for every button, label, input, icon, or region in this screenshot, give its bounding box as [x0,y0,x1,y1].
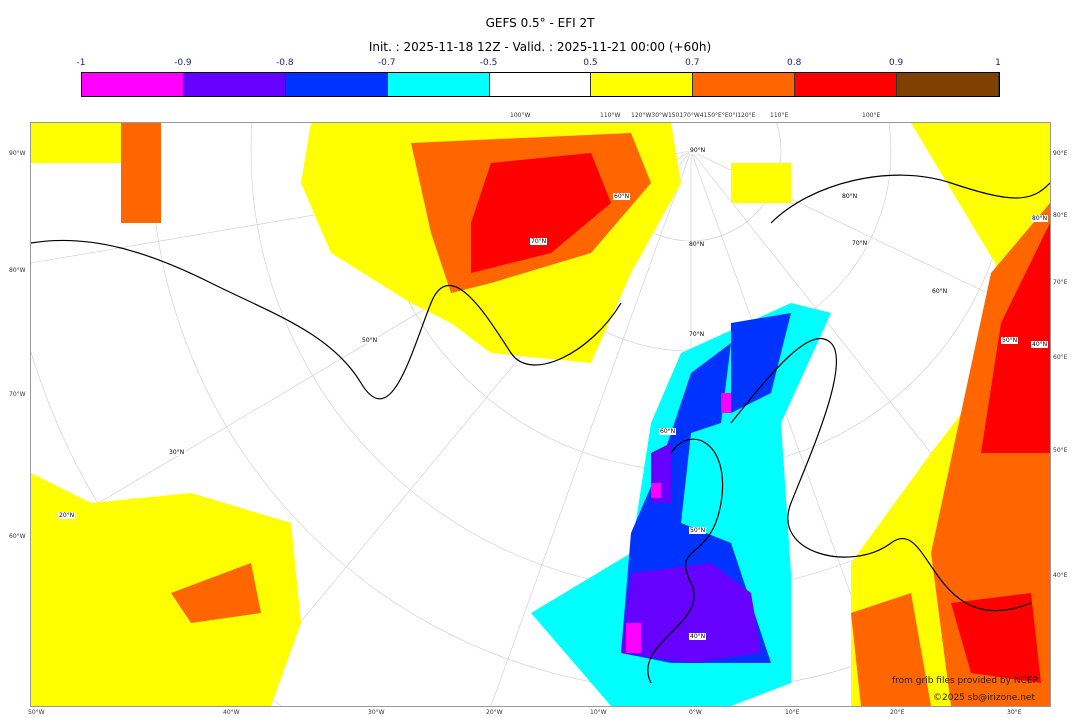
colorbar-swatch [591,73,694,96]
colorbar-tick: 0.5 [583,58,598,68]
colorbar-tick: -0.7 [377,58,396,68]
axis-tick-label: 50°E [1053,447,1068,454]
copyright: ©2025 sb@irizone.net [933,693,1035,703]
axis-tick-label: 100°W [510,112,531,119]
latitude-label: 30°N [168,449,186,456]
colorbar-swatch [489,73,592,96]
colorbar [81,72,1000,97]
latitude-label: 70°N [530,238,548,245]
latitude-label: 40°N [689,633,707,640]
chart-title: GEFS 0.5° - EFI 2T [485,16,595,30]
colorbar-tick: 0.8 [787,58,802,68]
axis-tick-label: 90°W [9,150,26,157]
axis-tick-label: 90°E [1053,150,1068,157]
axis-tick-label: 20°E [890,709,905,716]
colorbar-swatch [285,73,388,96]
colorbar-swatch [82,73,184,96]
axis-tick-label: 60°W [9,533,26,540]
colorbar-swatch [387,73,490,96]
colorbar-tick: 1 [995,58,1001,68]
axis-tick-label: 70°W [9,391,26,398]
latitude-label: 50°N [689,527,707,534]
colorbar-tick: -0.8 [275,58,294,68]
colorbar-tick: -1 [76,58,86,68]
axis-tick-label: 30°W [368,709,385,716]
efi-field [31,123,1050,706]
latitude-label: 60°N [659,428,677,435]
latitude-label: 50°N [361,337,379,344]
colorbar-tick: -0.9 [174,58,192,68]
axis-tick-label: 10°W [590,709,607,716]
axis-tick-label: 80°E [1053,212,1068,219]
axis-tick-label: 110°E [770,112,789,119]
colorbar-tick: 0.9 [888,58,904,68]
coastlines [31,174,1050,684]
axis-tick-label: 110°W [600,112,621,119]
axis-tick-label: 40°E [1053,572,1068,579]
axis-tick-label: 20°W [486,709,503,716]
colorbar-swatch [183,73,286,96]
colorbar-swatch [897,73,1000,96]
source-credit: from grib files provided by NCEP [892,676,1038,686]
latitude-label: 70°N [851,240,869,247]
colorbar-tick: 0.7 [685,58,700,68]
axis-tick-label: 50°W [28,709,45,716]
latitude-label: 80°N [688,241,706,248]
latitude-label: 90°N [689,147,707,154]
axis-tick-label: 60°E [1053,354,1068,361]
colorbar-swatch [693,73,796,96]
latitude-label: 60°N [613,193,631,200]
latitude-label: 80°N [841,193,859,200]
magenta-regions [626,393,731,653]
axis-tick-label: 80°W [9,267,26,274]
latitude-label: 40°N [1031,341,1049,348]
axis-tick-label: 40°W [223,709,240,716]
latitude-label: 20°N [58,512,76,519]
colorbar-swatch [795,73,898,96]
colorbar-tick: -0.5 [479,58,498,68]
axis-tick-label: 70°E [1053,279,1068,286]
chart-subtitle: Init. : 2025-11-18 12Z - Valid. : 2025-1… [368,40,712,54]
axis-tick-label: 100°E [862,112,881,119]
axis-tick-label: 10°E [785,709,800,716]
axis-tick-label: 120°W30°W150170°W4150°E°E0°I120°E [631,112,756,119]
map-area[interactable]: 90°N 80°N 80°N 80°N 70°N 70°N 70°N 60°N 60°N 60°N… [30,122,1051,707]
latitude-label: 70°N [688,331,706,338]
latitude-label: 80°N [1031,215,1049,222]
latitude-label: 60°N [931,288,949,295]
latitude-label: 50°N [1001,337,1019,344]
axis-tick-label: 0°W [689,709,702,716]
axis-tick-label: 30°E [1007,709,1022,716]
